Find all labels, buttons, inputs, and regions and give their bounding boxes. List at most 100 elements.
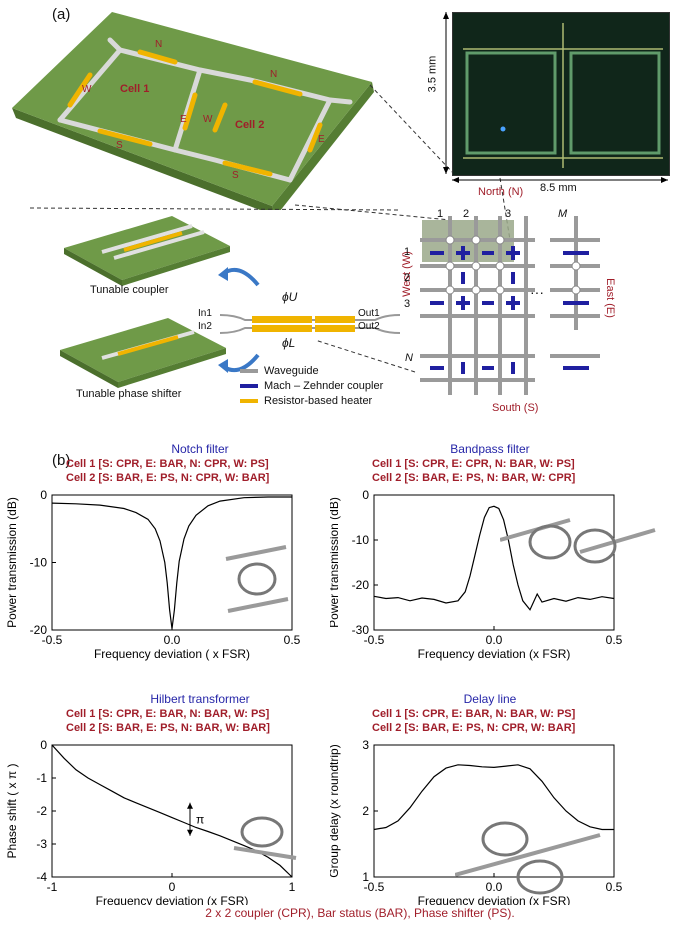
y-tick-label: 1 — [362, 870, 369, 884]
y-tick-label: -2 — [36, 804, 47, 818]
x-tick-label: 0.0 — [486, 633, 503, 647]
panel-label-b: (b) — [52, 452, 71, 469]
delay-line-chart: -0.5 0.0 0.5 1 2 3 Frequency deviation (x FSR)… — [330, 738, 623, 905]
chart-config-delay-2: Cell 2 [S: BAR, E: PS, N: CPR, W: BAR] — [372, 722, 576, 734]
edge-s-1: S — [116, 140, 123, 151]
x-axis-title: Frequency deviation (x FSR) — [418, 647, 571, 661]
delay-ring-inset — [455, 821, 601, 895]
y-tick-label: -10 — [30, 556, 48, 570]
y-tick-label: -20 — [352, 578, 370, 592]
edge-w-2: W — [203, 114, 213, 125]
chart-config-hilbert-2: Cell 2 [S: BAR, E: PS, N: BAR, W: BAR] — [66, 722, 270, 734]
photo-width-label: 8.5 mm — [540, 182, 577, 194]
chart-config-notch-2: Cell 2 [S: BAR, E: PS, N: CPR, W: BAR] — [66, 472, 270, 484]
mzc-out1: Out1 — [358, 308, 380, 319]
chart-title-notch: Notch filter — [171, 442, 229, 456]
series-line — [373, 505, 615, 611]
edge-n-2: N — [270, 69, 277, 80]
edge-w-1: W — [82, 84, 92, 95]
chart-title-hilbert: Hilbert transformer — [150, 692, 250, 706]
panel-label-a: (a) — [52, 6, 71, 23]
board-side-right — [272, 82, 374, 210]
edge-s-2: S — [232, 170, 239, 181]
legend-swatch-waveguide — [240, 369, 258, 373]
y-tick-label: -4 — [36, 870, 47, 884]
mz-coupler-schematic — [220, 314, 400, 334]
tunable-phase-shifter-label: Tunable phase shifter — [76, 388, 182, 400]
chart-config-bandpass-2: Cell 2 [S: BAR, E: PS, N: BAR, W: CPR] — [372, 472, 576, 484]
grid-row-3: 3 — [404, 298, 411, 310]
annotation-label: π — [196, 812, 204, 826]
chip-photo-structure — [453, 13, 669, 175]
mzc-in1: In1 — [198, 308, 212, 319]
mzc-phi-u: ϕU — [282, 290, 298, 304]
legend-waveguide: Waveguide — [240, 365, 383, 377]
x-axis-title: Frequency deviation (x FSR) — [96, 894, 249, 905]
x-tick-label: -0.5 — [364, 633, 385, 647]
x-tick-label: 1 — [289, 880, 296, 894]
y-tick-label: -20 — [30, 623, 48, 637]
hilbert-transformer-chart: -1 0 1 0 -1 -2 -3 -4 Frequency deviation (x FSR)… — [5, 738, 296, 905]
y-tick-label: -30 — [352, 623, 370, 637]
tunable-coupler-label: Tunable coupler — [90, 284, 169, 296]
grid-col-2: 2 — [463, 208, 470, 220]
legend-mzc: Mach – Zehnder coupler — [240, 380, 383, 392]
y-tick-label: -3 — [36, 837, 47, 851]
grid-col-1: 1 — [437, 208, 444, 220]
chart-config-hilbert-1: Cell 1 [S: CPR, E: BAR, N: BAR, W: PS] — [66, 708, 270, 720]
x-tick-label: -0.5 — [42, 633, 63, 647]
grid-row-2: 2 — [404, 272, 411, 284]
y-tick-label: -1 — [36, 771, 47, 785]
legend-swatch-mzc — [240, 384, 258, 388]
x-tick-label: 0.0 — [164, 633, 181, 647]
legend-heater: Resistor-based heater — [240, 395, 383, 407]
device-3d-illustration: Cell 1 Cell 2 N N W W E E S S — [12, 12, 374, 210]
chart-title-delay: Delay line — [463, 692, 517, 706]
grid-col-m: M — [558, 208, 568, 220]
legend-label: Mach – Zehnder coupler — [264, 380, 384, 392]
legend-swatch-heater — [240, 399, 258, 403]
x-tick-label: 0.5 — [606, 633, 623, 647]
notch-filter-chart: -0.5 0.0 0.5 0 -10 -20 Frequency deviation ( x… — [5, 488, 301, 661]
grid-row-1: 1 — [404, 246, 411, 258]
x-tick-label: 0 — [169, 880, 176, 894]
bandpass-ring-inset — [500, 518, 656, 564]
edge-e-1: E — [180, 114, 187, 125]
x-tick-label: 0.5 — [606, 880, 623, 894]
chart-config-notch-1: Cell 1 [S: CPR, E: BAR, N: CPR, W: PS] — [66, 458, 269, 470]
x-tick-label: 0.0 — [486, 880, 503, 894]
heaters — [67, 49, 323, 177]
edge-e-2: E — [318, 134, 325, 145]
x-tick-label: -1 — [47, 880, 58, 894]
y-axis-title: Power transmission (dB) — [5, 497, 19, 628]
x-tick-label: -0.5 — [364, 880, 385, 894]
photo-dimension-arrows — [443, 12, 668, 183]
chart-config-delay-1: Cell 1 [S: CPR, E: BAR, N: BAR, W: PS] — [372, 708, 576, 720]
chart-config-bandpass-1: Cell 1 [S: CPR, E: CPR, N: BAR, W: PS] — [372, 458, 575, 470]
legend-label: Waveguide — [264, 365, 319, 377]
x-axis-title: Frequency deviation ( x FSR) — [94, 647, 250, 661]
cell2-label: Cell 2 — [235, 119, 264, 131]
y-tick-label: 0 — [40, 488, 47, 502]
x-tick-label: 0.5 — [284, 633, 301, 647]
grid-ellipsis: ··· — [530, 284, 544, 300]
annotation-arrowhead — [187, 829, 193, 836]
y-tick-label: -10 — [352, 533, 370, 547]
series-line — [51, 496, 292, 629]
board-side — [12, 108, 274, 210]
chart-title-bandpass: Bandpass filter — [450, 442, 530, 456]
y-tick-label: 2 — [362, 804, 369, 818]
grid-row-n: N — [405, 352, 413, 364]
x-axis-title: Frequency deviation (x FSR) — [418, 894, 571, 905]
mzc-out2: Out2 — [358, 321, 380, 332]
grid-east-label: East (E) — [603, 278, 616, 318]
mesh-grid-diagram — [420, 216, 600, 395]
tunable-coupler-device — [64, 216, 230, 286]
chip-photo — [452, 12, 670, 176]
y-tick-label: 0 — [362, 488, 369, 502]
y-tick-label: 3 — [362, 738, 369, 752]
grid-north-label: North (N) — [478, 186, 524, 198]
mzc-in2: In2 — [198, 321, 212, 332]
cell1-label: Cell 1 — [120, 83, 149, 95]
y-axis-title: Group delay (x roundtrip) — [330, 744, 341, 877]
